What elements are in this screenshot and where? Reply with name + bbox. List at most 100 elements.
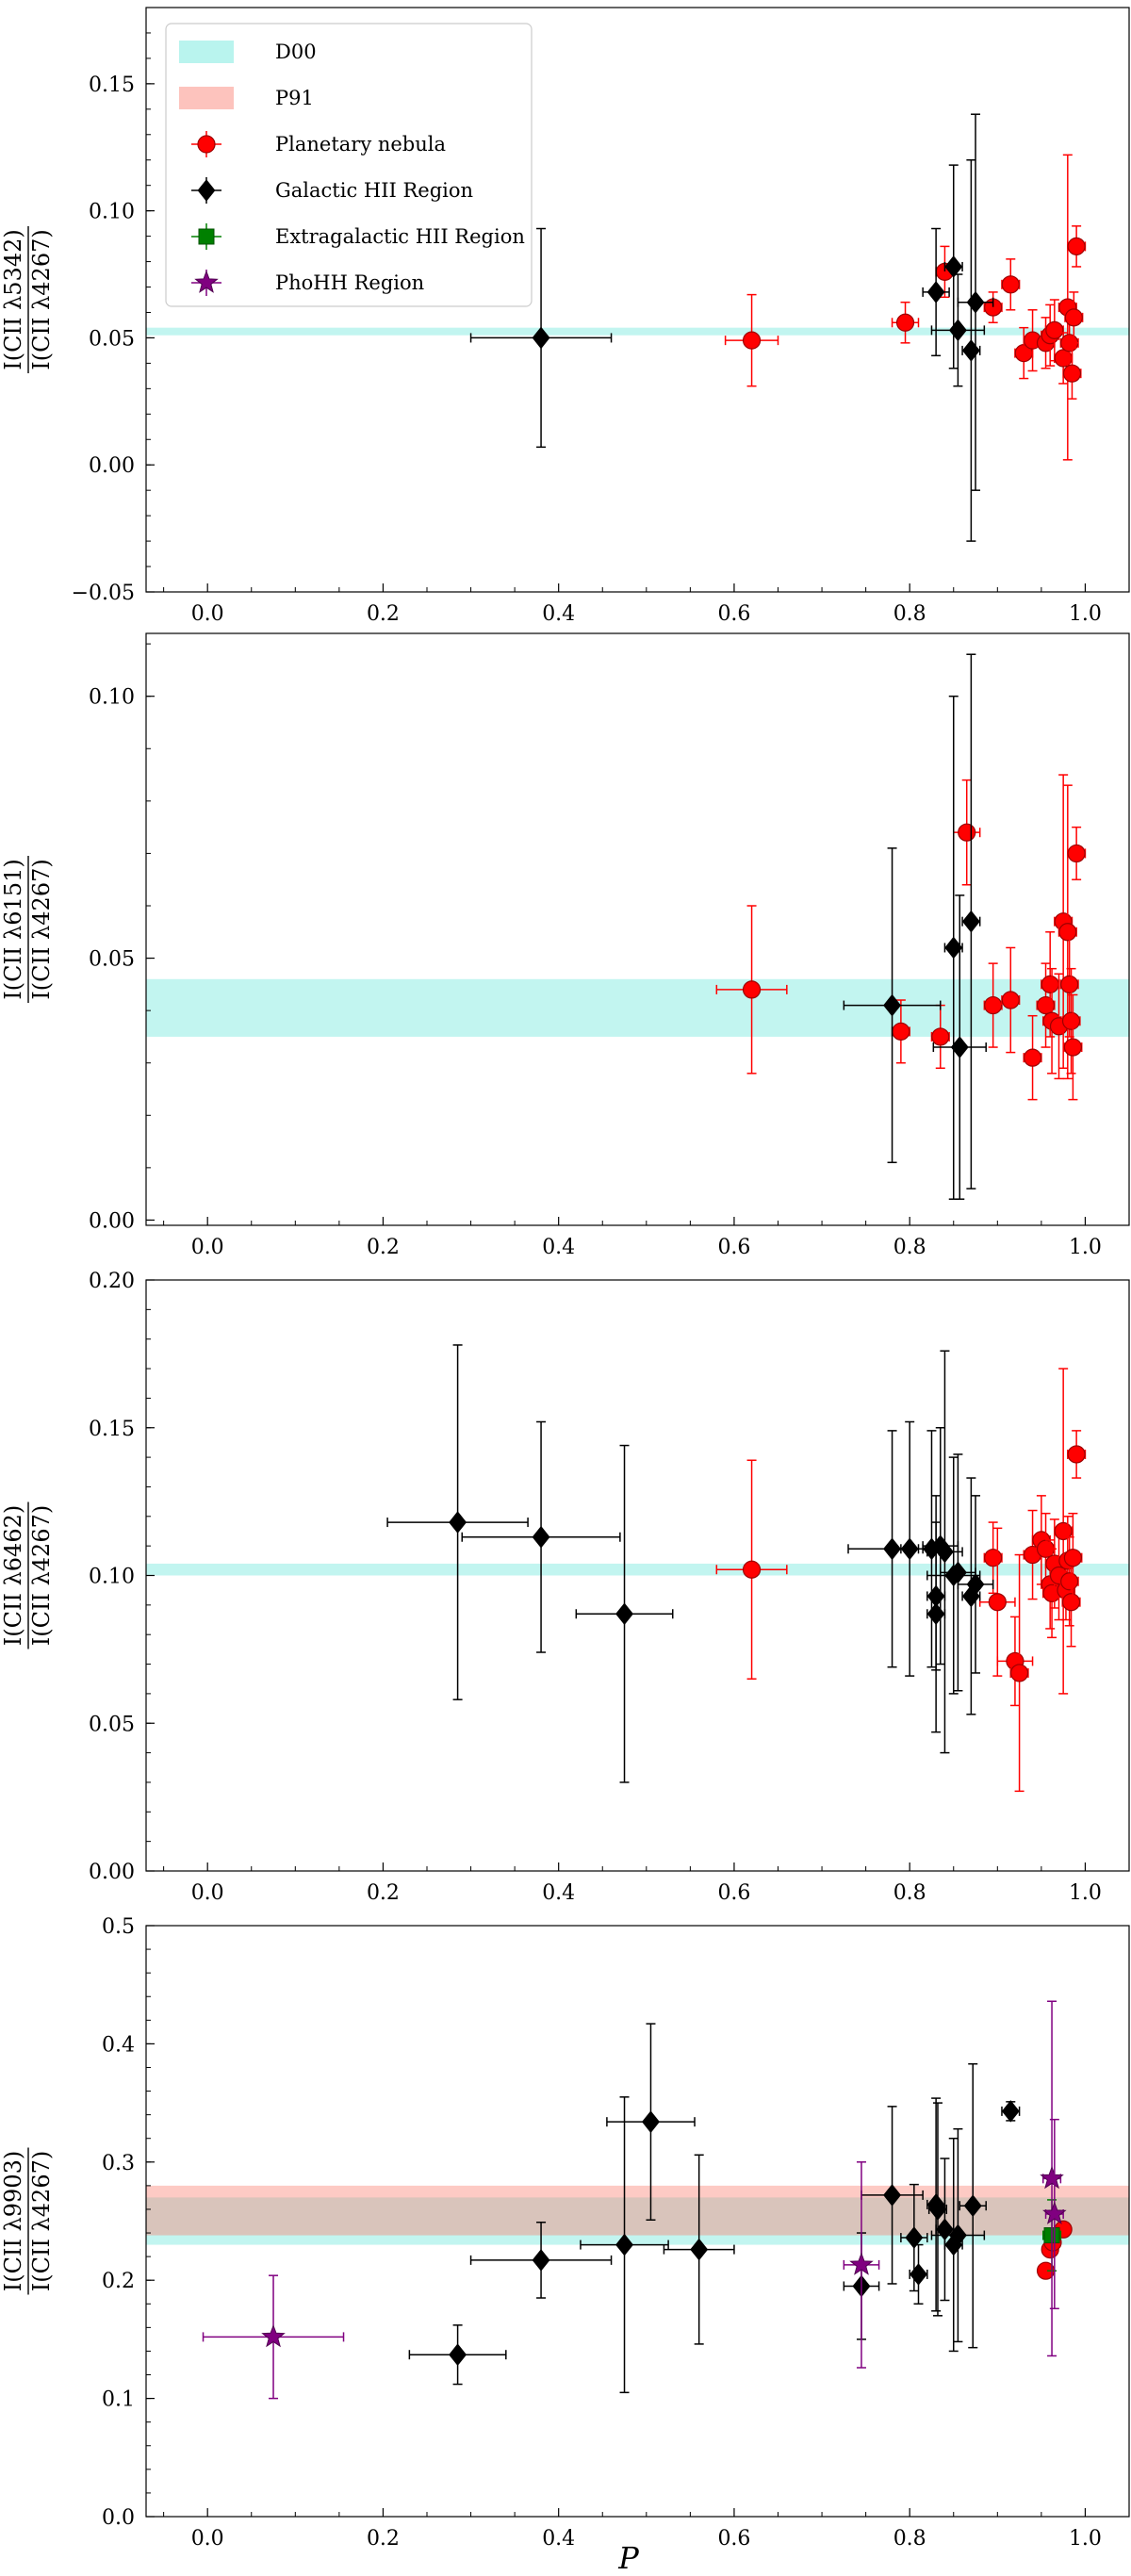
y-axis-ticks: 0.00 0.05 0.10 [89, 643, 155, 1233]
legend-label: Extragalactic HII Region [275, 225, 525, 248]
chart-panel-3: 0.0 0.2 0.4 0.6 0.8 1.0 0.00 0.05 0.10 0.15 0.20 I(… [0, 1270, 1130, 1905]
x-tick-label: 0.8 [893, 1236, 926, 1259]
x-tick-label: 0.8 [893, 602, 926, 626]
y-tick-label: 0.10 [89, 1566, 135, 1589]
y-tick-label: 0.10 [89, 201, 135, 224]
x-tick-label: 0.2 [367, 1881, 400, 1905]
data-point-circle [988, 1593, 1007, 1612]
y-axis-label: I(CII λ6462) I(CII λ4267) [0, 1501, 55, 1649]
legend-marker-diamond [197, 179, 216, 202]
plot-area [146, 1344, 1129, 1793]
y-tick-label: 0.15 [89, 1418, 135, 1441]
data-point-circle [1001, 991, 1020, 1009]
x-axis-ticks: 0.0 0.2 0.4 0.6 0.8 1.0 [163, 2508, 1130, 2551]
series-planetary-nebula [715, 1368, 1087, 1793]
y-tick-label: 0.0 [102, 2506, 135, 2530]
x-tick-label: 0.0 [191, 602, 224, 626]
data-point-diamond [532, 326, 550, 350]
data-point-diamond [948, 319, 967, 342]
data-point-diamond [926, 281, 945, 304]
x-axis-label: P [617, 2540, 639, 2576]
y-tick-label: −0.05 [72, 582, 135, 605]
y-tick-label: 0.20 [89, 1270, 135, 1293]
series-galactic-hii-region [843, 653, 987, 1200]
data-point-circle [1045, 320, 1064, 339]
data-point-circle [1064, 308, 1083, 327]
data-point-diamond [883, 1537, 902, 1561]
data-point-circle [958, 823, 976, 842]
x-tick-label: 0.6 [717, 1236, 750, 1259]
legend-entry-planetary-nebula: Planetary nebula [191, 131, 446, 157]
y-tick-label: 0.00 [89, 1861, 135, 1884]
y-label-numerator: I(CII λ6462) [0, 1505, 26, 1646]
x-axis-ticks: 0.0 0.2 0.4 0.6 0.8 1.0 [163, 583, 1130, 626]
y-tick-label: 0.00 [89, 454, 135, 478]
y-tick-label: 0.1 [102, 2388, 135, 2412]
y-tick-label: 0.5 [102, 1915, 135, 1939]
data-point-star [1042, 2201, 1067, 2224]
data-point-circle [1060, 1572, 1079, 1591]
x-tick-label: 1.0 [1069, 2527, 1102, 2551]
plot-area [146, 2000, 1129, 2400]
data-point-diamond [615, 2233, 633, 2256]
data-point-diamond [966, 1573, 985, 1596]
y-tick-label: 0.00 [89, 1209, 135, 1233]
legend-entry-extragalactic-hii-region: Extragalactic HII Region [191, 223, 525, 250]
x-tick-label: 1.0 [1069, 1881, 1102, 1905]
series-galactic-hii-region [469, 113, 994, 542]
x-tick-label: 0.4 [542, 602, 575, 626]
y-tick-label: 0.3 [102, 2152, 135, 2175]
legend-label: D00 [275, 41, 317, 63]
data-point-diamond [961, 339, 980, 362]
legend-entry-galactic-hii-region: Galactic HII Region [191, 177, 473, 204]
data-point-circle [1062, 364, 1082, 383]
x-tick-label: 0.2 [367, 1236, 400, 1259]
y-label-denominator: I(CII λ4267) [28, 1505, 55, 1646]
y-label-numerator: I(CII λ6151) [0, 859, 26, 999]
legend-swatch [179, 41, 234, 63]
x-tick-label: 0.6 [717, 2527, 750, 2551]
data-point-circle [895, 313, 915, 332]
data-point-circle [1041, 975, 1059, 993]
legend-label: PhoHH Region [275, 271, 424, 294]
y-axis-label: I(CII λ6151) I(CII λ4267) [0, 856, 55, 1003]
legend-entry-phohh-region: PhoHH Region [191, 270, 424, 296]
x-tick-label: 0.2 [367, 602, 400, 626]
panels: 0.0 0.2 0.4 0.6 0.8 1.0 −0.05 0.00 0.05 0.10 0.15 I… [0, 7, 1130, 2551]
x-tick-label: 0.8 [893, 1881, 926, 1905]
legend-marker-square [198, 228, 215, 245]
data-point-diamond [532, 1525, 550, 1549]
y-tick-label: 0.05 [89, 1713, 135, 1736]
data-point-diamond [615, 1602, 633, 1626]
legend-label: P91 [275, 87, 314, 109]
data-point-circle [1001, 275, 1020, 294]
y-label-denominator: I(CII λ4267) [28, 859, 55, 999]
data-point-circle [984, 1549, 1003, 1567]
plot-frame [145, 7, 1130, 593]
data-point-diamond [963, 2194, 982, 2217]
legend: D00 P91 Planetary nebula Galactic HII Regio… [165, 23, 533, 307]
x-tick-label: 0.8 [893, 2527, 926, 2551]
x-tick-label: 0.4 [542, 1881, 575, 1905]
data-point-diamond [950, 1036, 969, 1058]
plot-frame [145, 1925, 1130, 2518]
x-tick-label: 1.0 [1069, 1236, 1102, 1259]
data-point-diamond [883, 993, 902, 1017]
data-point-circle [1067, 1445, 1086, 1464]
data-point-circle [984, 995, 1003, 1015]
legend-marker-star [194, 270, 219, 293]
series-planetary-nebula [724, 154, 1087, 461]
chart-panel-2: 0.0 0.2 0.4 0.6 0.8 1.0 0.00 0.05 0.10 I(CII λ615… [0, 632, 1130, 1259]
series-galactic-hii-region [386, 1344, 994, 1783]
x-tick-label: 0.6 [717, 602, 750, 626]
data-point-diamond [449, 2343, 467, 2367]
data-point-circle [1067, 844, 1086, 863]
legend-swatch [179, 87, 234, 109]
data-point-diamond [449, 1511, 467, 1534]
x-tick-label: 1.0 [1069, 602, 1102, 626]
data-point-diamond [961, 910, 980, 933]
data-point-circle [742, 331, 762, 350]
data-point-circle [892, 1022, 910, 1041]
data-point-star [1040, 2165, 1064, 2190]
series-phohh-region [202, 2000, 1067, 2400]
